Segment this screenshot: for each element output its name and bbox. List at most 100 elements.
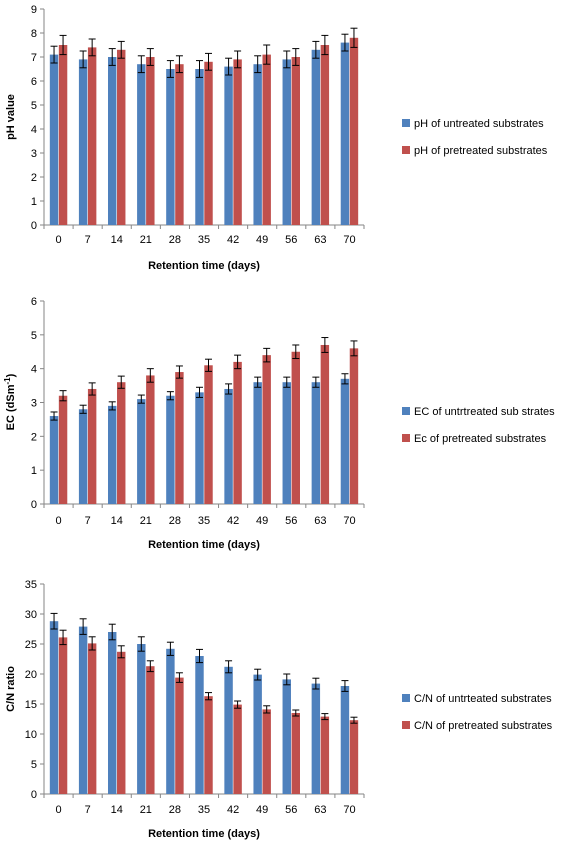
x-tick-label: 7 — [85, 804, 91, 816]
x-tick-label: 70 — [343, 804, 355, 816]
legend-label: pH of pretreated substrates — [414, 145, 548, 157]
bar-series-2 — [58, 637, 68, 794]
bar-series-1 — [137, 644, 146, 794]
bar-series-2 — [233, 59, 242, 226]
bar-series-2 — [262, 355, 271, 504]
x-tick-label: 21 — [140, 234, 152, 246]
x-axis-title: Retention time (days) — [148, 260, 260, 272]
y-tick-label: 1 — [31, 465, 37, 477]
bar-series-1 — [195, 69, 204, 225]
x-tick-label: 7 — [85, 515, 91, 527]
legend-swatch — [402, 694, 410, 702]
bar-series-2 — [320, 716, 330, 794]
x-tick-label: 42 — [227, 234, 239, 246]
bar-series-1 — [195, 392, 204, 504]
bar-series-2 — [291, 57, 300, 225]
x-tick-label: 63 — [314, 515, 326, 527]
bar-series-1 — [253, 382, 262, 504]
x-tick-label: 35 — [198, 515, 210, 527]
bar-series-2 — [204, 696, 213, 794]
bar-series-1 — [166, 395, 175, 504]
x-tick-label: 35 — [198, 234, 210, 246]
bar-series-1 — [282, 59, 291, 226]
bar-series-2 — [233, 361, 242, 504]
y-tick-label: 20 — [25, 669, 37, 681]
bar-series-1 — [224, 66, 233, 225]
bar-series-2 — [117, 382, 126, 504]
bar-series-1 — [137, 64, 146, 225]
legend-label: EC of untrtreated sub strates — [414, 406, 555, 418]
bar-series-1 — [108, 632, 117, 794]
bar-series-1 — [49, 416, 59, 504]
legend-label: C/N of pretreated substrates — [414, 720, 553, 732]
bar-series-1 — [108, 405, 117, 504]
bar-series-1 — [195, 656, 204, 794]
bar-series-1 — [311, 49, 321, 225]
x-tick-label: 56 — [285, 515, 297, 527]
bar-series-1 — [166, 69, 175, 225]
legend-swatch — [402, 146, 410, 154]
y-tick-label: 4 — [31, 124, 37, 136]
legend-label: C/N of untrteated substrates — [414, 693, 552, 705]
x-tick-label: 21 — [140, 804, 152, 816]
y-axis-title: C/N ratio — [5, 666, 17, 712]
x-tick-label: 14 — [111, 515, 123, 527]
y-tick-label: 15 — [25, 699, 37, 711]
chart-panel-3: 0 5 10 15 20 25 30 35 0 7 14 21 28 35 42 49 56 63 70 Retent… — [5, 579, 553, 840]
bar-series-1 — [78, 409, 88, 504]
bar-series-1 — [340, 42, 350, 225]
x-axis-title: Retention time (days) — [148, 828, 260, 840]
bar-series-2 — [146, 666, 155, 794]
y-tick-label: 6 — [31, 76, 37, 88]
y-tick-label: 30 — [25, 609, 37, 621]
bar-series-2 — [58, 45, 68, 225]
bar-series-2 — [320, 344, 330, 504]
bar-series-2 — [175, 677, 184, 794]
bar-series-2 — [349, 720, 359, 794]
y-axis-title: pH value — [5, 94, 17, 140]
x-tick-label: 49 — [256, 515, 268, 527]
y-axis-title-text: EC (dSm — [5, 384, 17, 430]
y-tick-label: 2 — [31, 172, 37, 184]
bar-series-1 — [49, 54, 59, 225]
bar-series-2 — [291, 713, 300, 794]
y-tick-label: 5 — [31, 100, 37, 112]
x-tick-label: 56 — [285, 804, 297, 816]
bar-series-1 — [137, 399, 146, 504]
x-tick-label: 28 — [169, 234, 181, 246]
y-tick-label: 3 — [31, 148, 37, 160]
y-tick-label: 9 — [31, 4, 37, 16]
y-tick-label: 7 — [31, 52, 37, 64]
bar-series-1 — [108, 57, 117, 225]
y-tick-label: 8 — [31, 28, 37, 40]
legend-swatch — [402, 721, 410, 729]
x-tick-label: 70 — [343, 515, 355, 527]
bar-series-1 — [282, 679, 291, 794]
bar-series-1 — [78, 626, 88, 794]
y-tick-label: 1 — [31, 196, 37, 208]
bar-series-2 — [175, 372, 184, 504]
bar-series-1 — [78, 59, 88, 226]
y-tick-label: 4 — [31, 364, 37, 376]
legend-label: Ec of pretreated substrates — [414, 433, 547, 445]
x-tick-label: 0 — [55, 515, 61, 527]
x-tick-label: 0 — [55, 234, 61, 246]
x-tick-label: 28 — [169, 804, 181, 816]
legend-swatch — [402, 119, 410, 127]
bar-series-2 — [204, 61, 213, 225]
y-tick-label: 0 — [31, 789, 37, 801]
y-axis-title-end: ) — [5, 373, 17, 377]
bar-series-1 — [166, 648, 175, 794]
bar-series-2 — [87, 47, 97, 226]
bar-series-1 — [224, 388, 233, 504]
bar-series-1 — [253, 674, 262, 794]
bar-series-2 — [87, 388, 97, 504]
x-tick-label: 42 — [227, 515, 239, 527]
bar-series-2 — [233, 704, 242, 794]
bar-series-2 — [146, 57, 155, 225]
y-tick-label: 6 — [31, 296, 37, 308]
bar-series-2 — [262, 54, 271, 225]
y-axis-title-superscript: -1 — [3, 377, 12, 385]
